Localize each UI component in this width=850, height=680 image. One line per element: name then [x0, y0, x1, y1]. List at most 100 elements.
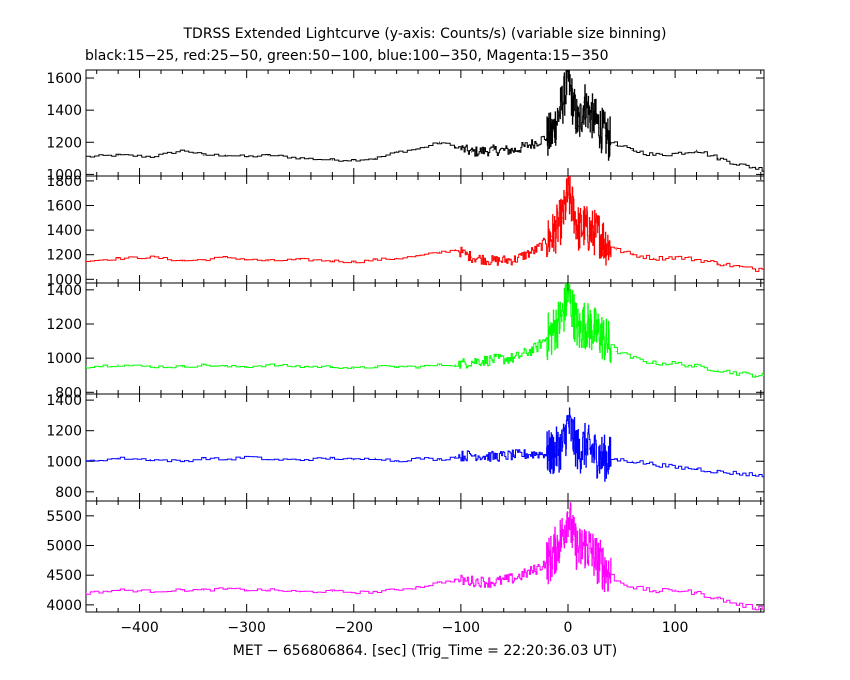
y-tick-label: 1000 — [46, 454, 82, 470]
data-point — [454, 364, 457, 366]
data-point — [513, 454, 516, 456]
panel-frame — [85, 393, 765, 502]
x-tick-label: 0 — [564, 620, 573, 636]
data-point — [695, 149, 698, 151]
data-point — [763, 266, 764, 268]
data-point — [331, 260, 333, 262]
series-line-15-25 — [86, 70, 764, 172]
data-point — [353, 261, 355, 263]
data-point — [331, 457, 333, 459]
y-tick-label: 1000 — [46, 272, 82, 288]
panel-50-100: 800 1000 1200 1400 — [46, 282, 765, 401]
data-point — [417, 366, 419, 368]
data-point — [763, 168, 764, 171]
panel-frame — [85, 282, 765, 395]
y-tick-label: 1400 — [46, 103, 82, 119]
y-tick-label: 1000 — [46, 167, 82, 183]
data-point — [717, 369, 719, 371]
y-tick-label: 1200 — [46, 135, 82, 151]
y-tick-label: 1800 — [46, 174, 82, 190]
panel-frame — [85, 500, 765, 613]
data-point — [615, 144, 617, 147]
data-point — [615, 249, 617, 251]
data-point — [717, 262, 719, 264]
data-point — [331, 159, 333, 161]
data-point — [267, 589, 269, 591]
x-tick-label: −100 — [442, 620, 480, 636]
panel-15-25: 1000 1200 1400 1600 — [46, 69, 765, 183]
y-tick-label: 800 — [55, 485, 82, 501]
y-tick-label: 1400 — [46, 393, 82, 409]
data-point — [470, 151, 473, 153]
data-point — [754, 607, 757, 609]
data-point — [438, 459, 441, 461]
y-tick-label: 1600 — [46, 71, 82, 87]
data-point — [117, 257, 119, 260]
data-point — [717, 157, 719, 159]
data-point — [203, 589, 205, 591]
x-tick-label: −200 — [335, 620, 373, 636]
panel-frame — [85, 69, 765, 177]
data-point — [717, 471, 719, 473]
data-point — [331, 366, 333, 368]
data-point — [695, 592, 698, 594]
data-point — [438, 251, 441, 253]
y-tick-label: 4500 — [46, 568, 82, 584]
data-point — [763, 374, 764, 376]
data-point — [203, 364, 205, 366]
panel-25-50: 1000 1200 1400 1600 1800 — [46, 174, 765, 288]
series-line-100-350 — [86, 407, 764, 482]
y-tick-label: 1400 — [46, 283, 82, 299]
data-point — [535, 347, 537, 349]
panel-15-350: 4000 4500 5000 5500 — [46, 500, 765, 614]
x-axis-label: MET − 656806864. [sec] (Trig_Time = 22:2… — [233, 643, 617, 659]
data-point — [203, 154, 205, 156]
data-point — [117, 364, 119, 366]
data-point — [331, 590, 333, 592]
y-tick-label: 1400 — [46, 223, 82, 239]
data-point — [615, 350, 617, 352]
data-point — [86, 592, 87, 594]
data-point — [353, 367, 355, 369]
y-tick-label: 1200 — [46, 248, 82, 264]
x-tick-label: −400 — [120, 620, 158, 636]
data-point — [695, 366, 698, 368]
y-tick-label: 800 — [55, 385, 82, 401]
data-point — [454, 146, 457, 148]
data-point — [535, 568, 537, 570]
data-point — [470, 256, 473, 258]
y-tick-label: 1200 — [46, 424, 82, 440]
data-point — [438, 141, 441, 143]
data-point — [374, 457, 376, 459]
data-point — [492, 149, 494, 151]
data-point — [454, 456, 457, 458]
data-point — [631, 460, 633, 462]
chart-subtitle: black:15−25, red:25−50, green:50−100, bl… — [85, 48, 609, 64]
data-point — [763, 607, 764, 609]
data-point — [86, 366, 87, 368]
data-point — [246, 589, 248, 591]
data-point — [224, 154, 226, 156]
data-point — [117, 154, 119, 156]
series-line-25-50 — [86, 176, 764, 272]
data-point — [181, 366, 183, 368]
data-point — [492, 359, 494, 361]
data-point — [492, 260, 494, 262]
data-point — [674, 589, 676, 591]
y-tick-label: 1000 — [46, 351, 82, 367]
y-tick-label: 1600 — [46, 199, 82, 215]
data-point — [438, 364, 441, 366]
y-tick-label: 4000 — [46, 598, 82, 614]
series-line-50-100 — [86, 283, 764, 378]
y-tick-label: 1200 — [46, 317, 82, 333]
data-point — [374, 157, 376, 159]
data-point — [588, 448, 591, 450]
data-point — [615, 459, 617, 461]
data-point — [267, 260, 269, 262]
series-line-15-350 — [86, 502, 764, 611]
data-point — [492, 581, 494, 583]
panel-100-350: 800 1000 1200 1400 — [46, 393, 765, 502]
data-point — [717, 598, 719, 600]
data-point — [353, 459, 355, 461]
